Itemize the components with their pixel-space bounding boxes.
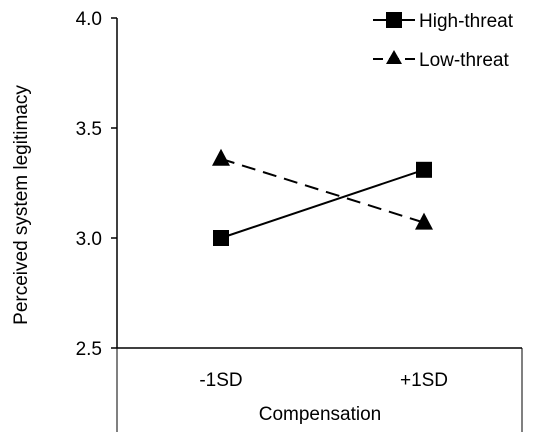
y-tick-label: 2.5 — [76, 339, 102, 360]
square-marker-icon — [386, 12, 402, 28]
series-line-low-threat — [220, 157, 425, 224]
data-point-low-threat--1SD — [212, 148, 230, 166]
x-tick-label: +1SD — [400, 370, 448, 391]
y-axis-ticks: 2.5 3.0 3.5 4.0 — [76, 9, 117, 360]
y-tick-label: 4.0 — [76, 9, 102, 30]
x-tick-label: -1SD — [199, 370, 242, 391]
triangle-marker-icon — [386, 50, 402, 64]
y-axis-title: Perceived system legitimacy — [11, 85, 32, 325]
y-tick-label: 3.5 — [76, 119, 102, 140]
legend-label: Low-threat — [419, 50, 509, 71]
series-layer — [212, 148, 433, 246]
data-point-high-threat-+1SD — [416, 161, 432, 178]
data-point-high-threat--1SD — [213, 230, 229, 246]
series-line-high-threat — [220, 168, 425, 239]
legend-label: High-threat — [419, 11, 514, 32]
legend: High-threat Low-threat — [373, 11, 514, 71]
y-tick-label: 3.0 — [76, 229, 102, 250]
legend-item-low-threat: Low-threat — [373, 50, 509, 71]
data-point-low-threat-+1SD — [415, 212, 433, 230]
x-axis-title: Compensation — [259, 404, 382, 425]
legend-item-high-threat: High-threat — [373, 11, 514, 32]
